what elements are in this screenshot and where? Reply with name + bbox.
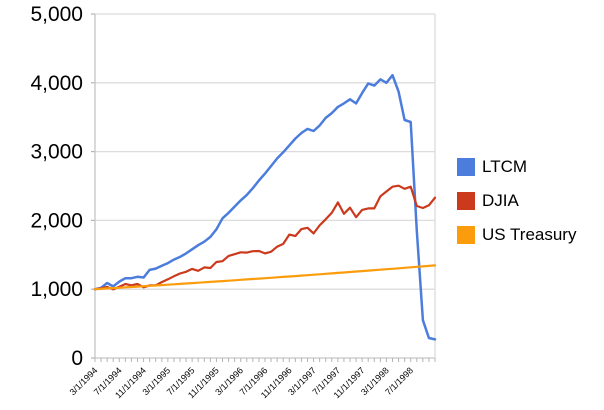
ltcm-series-swatch	[457, 158, 475, 176]
y-axis-label: 1,000	[30, 278, 83, 301]
legend-item-ltcm: LTCM	[457, 158, 576, 176]
y-axis-label: 3,000	[30, 141, 83, 164]
djia-series-swatch	[457, 192, 475, 210]
chart-legend: LTCM DJIA US Treasury	[457, 158, 576, 244]
y-axis-label: 4,000	[30, 72, 83, 95]
us-treasury-series-swatch	[457, 226, 475, 244]
legend-item-us-treasury: US Treasury	[457, 226, 576, 244]
y-axis-label: 5,000	[30, 3, 83, 26]
us-treasury-series-label: US Treasury	[482, 225, 577, 244]
series-line-us-treasury	[93, 264, 437, 291]
ltcm-series-label: LTCM	[482, 157, 528, 176]
y-axis-label: 0	[71, 347, 83, 370]
y-axis-label: 2,000	[30, 209, 83, 232]
legend-item-djia: DJIA	[457, 192, 576, 210]
series-line-ltcm	[93, 73, 437, 341]
djia-series-label: DJIA	[482, 191, 519, 210]
